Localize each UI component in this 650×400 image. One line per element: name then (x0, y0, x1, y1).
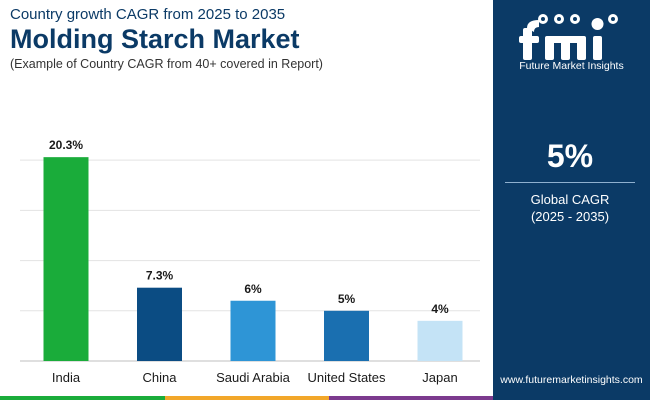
chart-title: Molding Starch Market (10, 24, 300, 54)
brand-name: Future Market Insights (519, 60, 624, 72)
bar-chart: 20.3% India 7.3% China 6% Saudi Arabia 5% Unite… (20, 138, 480, 385)
footer-color-bar (0, 396, 493, 400)
data-label: 6% (244, 282, 262, 296)
side-panel: Future Market Insights 5% Global CAGR (2… (493, 0, 650, 400)
website-link[interactable]: www.futuremarketinsights.com (500, 374, 643, 386)
bar-japan (417, 320, 463, 361)
global-cagr-value: 5% (546, 138, 594, 174)
data-label: 5% (338, 292, 356, 306)
footer-segment-purple (329, 396, 493, 400)
bar-united-states (324, 310, 369, 361)
data-label: 20.3% (49, 138, 83, 152)
bar-china (137, 287, 182, 361)
x-tick-label: Japan (422, 370, 457, 385)
fmi-logo-icon (519, 14, 618, 60)
data-label: 4% (431, 302, 449, 316)
chart-subtitle: Country growth CAGR from 2025 to 2035 (10, 6, 286, 23)
chart-header: Country growth CAGR from 2025 to 2035 Mo… (10, 6, 490, 72)
x-tick-label: Saudi Arabia (216, 370, 290, 385)
data-label: 7.3% (146, 269, 174, 283)
x-tick-label: China (143, 370, 178, 385)
global-cagr-label: Global CAGR (530, 192, 610, 207)
footer-segment-green (0, 396, 165, 400)
global-cagr-box: 5% Global CAGR (2025 - 2035) (505, 138, 635, 225)
x-tick-label: United States (307, 370, 386, 385)
bar-saudi-arabia (230, 300, 276, 361)
footer-segment-orange (165, 396, 329, 400)
x-tick-label: India (52, 370, 81, 385)
bar-india (43, 157, 89, 361)
cagr-divider (505, 182, 635, 183)
global-cagr-period: (2025 - 2035) (530, 209, 610, 224)
chart-note: (Example of Country CAGR from 40+ covere… (10, 57, 323, 71)
